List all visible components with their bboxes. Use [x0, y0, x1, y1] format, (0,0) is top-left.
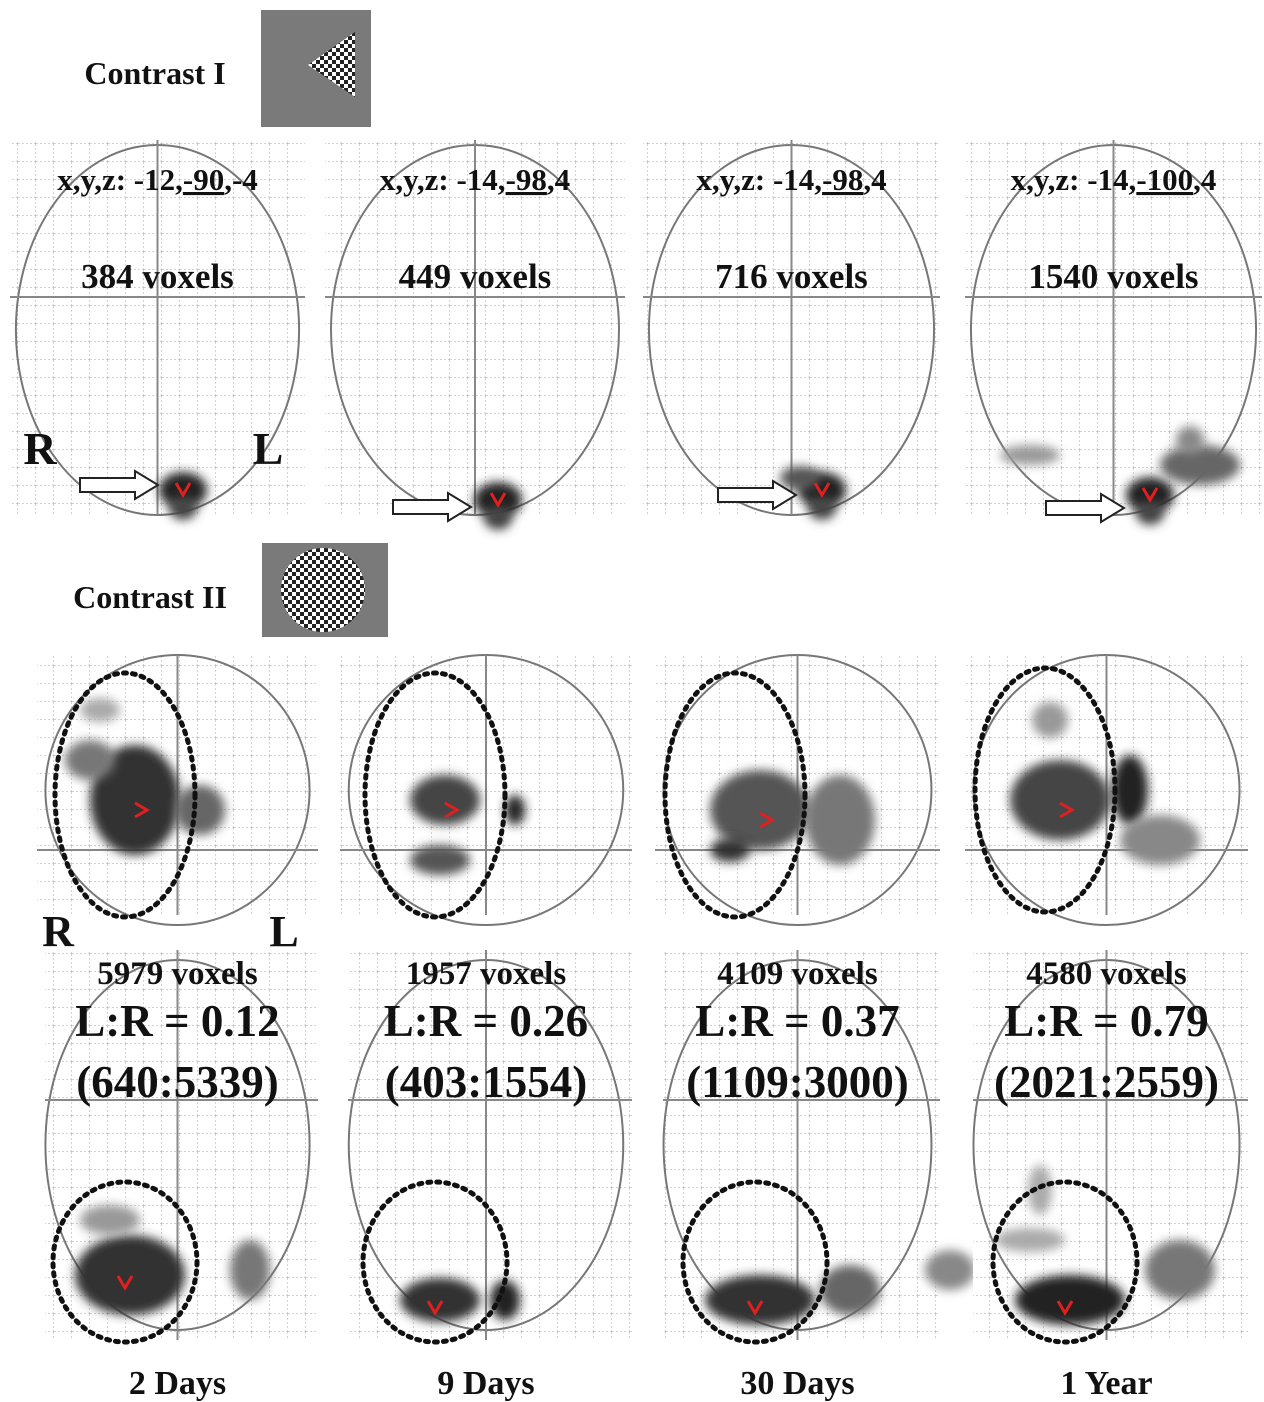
- activation: [808, 496, 836, 520]
- activation: [1000, 445, 1060, 465]
- side-label: R: [42, 907, 75, 956]
- figure: Contrast I Contrast II x,y,z: -12,-90,-4…: [0, 0, 1264, 1402]
- voxel-count: 4109 voxels: [717, 956, 878, 992]
- lr-ratio: L:R = 0.79: [1004, 996, 1208, 1046]
- voxel-split: (640:5339): [76, 1057, 278, 1107]
- activation: [80, 1205, 140, 1235]
- lr-ratio: L:R = 0.12: [75, 996, 279, 1046]
- side-label: L: [269, 907, 298, 956]
- coord-y: -98: [506, 162, 547, 197]
- activation: [65, 740, 115, 780]
- coord-prefix: x,y,z: -14,: [1011, 162, 1137, 197]
- activation: [710, 770, 810, 850]
- coord-prefix: x,y,z: -14,: [696, 162, 822, 197]
- activation: [705, 1275, 815, 1325]
- activation: [820, 1265, 880, 1315]
- voxel-count: 1540 voxels: [1028, 257, 1198, 296]
- activation: [710, 838, 750, 862]
- activation: [175, 785, 225, 835]
- side-label: R: [23, 423, 57, 474]
- lr-ratio: L:R = 0.26: [384, 996, 588, 1046]
- timepoint: 30 Days: [740, 1365, 854, 1402]
- coord-suffix: ,-4: [224, 162, 258, 197]
- activation: [75, 1235, 185, 1315]
- coordinates: x,y,z: -14,-98,4: [380, 162, 570, 197]
- activation: [505, 795, 525, 825]
- voxel-count: 716 voxels: [715, 257, 868, 296]
- activation: [805, 775, 875, 865]
- activation: [995, 1228, 1065, 1252]
- activation: [1160, 445, 1240, 485]
- coord-suffix: ,4: [1193, 162, 1216, 197]
- activation: [1120, 815, 1200, 865]
- voxel-split: (2021:2559): [994, 1057, 1219, 1107]
- coord-y: -90: [183, 162, 224, 197]
- activation: [410, 845, 470, 875]
- coordinates: x,y,z: -14,-98,4: [696, 162, 886, 197]
- contrast-label: Contrast I: [84, 55, 225, 91]
- activation: [1136, 501, 1164, 525]
- voxel-count: 384 voxels: [81, 257, 234, 296]
- voxel-split: (1109:3000): [686, 1057, 908, 1107]
- activation: [169, 496, 197, 520]
- disc-stimulus: [281, 548, 365, 632]
- activation: [780, 466, 820, 490]
- activation: [230, 1240, 270, 1300]
- activation: [484, 506, 512, 530]
- voxel-count: 5979 voxels: [97, 956, 258, 992]
- lr-ratio: L:R = 0.37: [695, 996, 899, 1046]
- side-label: L: [253, 423, 284, 474]
- coordinates: x,y,z: -12,-90,-4: [57, 162, 258, 197]
- timepoint: 1 Year: [1060, 1365, 1152, 1402]
- coord-prefix: x,y,z: -12,: [57, 162, 183, 197]
- timepoint: 9 Days: [437, 1365, 534, 1402]
- voxel-count: 449 voxels: [399, 257, 552, 296]
- voxel-count: 4580 voxels: [1026, 956, 1187, 992]
- voxel-split: (403:1554): [385, 1057, 587, 1107]
- coordinates: x,y,z: -14,-100,4: [1011, 162, 1217, 197]
- coord-suffix: ,4: [547, 162, 570, 197]
- activation: [1145, 1240, 1215, 1300]
- coord-prefix: x,y,z: -14,: [380, 162, 506, 197]
- coord-y: -98: [822, 162, 863, 197]
- coord-suffix: ,4: [863, 162, 886, 197]
- coord-y: -100: [1136, 162, 1193, 197]
- activation: [410, 775, 480, 825]
- activation: [925, 1250, 975, 1290]
- activation: [1015, 1275, 1125, 1325]
- voxel-count: 1957 voxels: [406, 956, 567, 992]
- activation: [1010, 760, 1110, 840]
- activation: [1032, 702, 1068, 738]
- activation: [1176, 426, 1204, 454]
- activation: [490, 1280, 520, 1320]
- activation: [80, 698, 120, 722]
- timepoint: 2 Days: [129, 1365, 226, 1402]
- contrast-label: Contrast II: [73, 579, 227, 615]
- activation: [400, 1278, 480, 1322]
